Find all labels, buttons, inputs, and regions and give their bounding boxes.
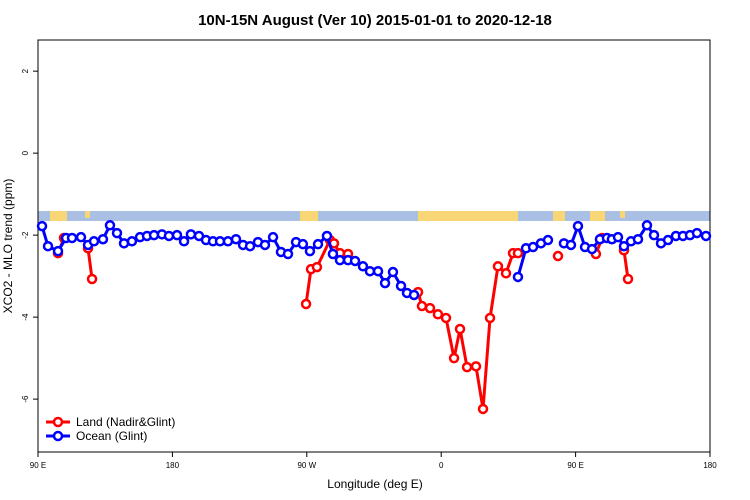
y-axis-label: XCO2 - MLO trend (ppm) [1, 179, 15, 314]
point [618, 240, 630, 252]
point [372, 265, 384, 277]
legend-marker [52, 430, 64, 442]
point [470, 361, 482, 372]
x-axis-label: Longitude (deg E) [327, 477, 422, 491]
point [282, 248, 294, 260]
point [178, 236, 190, 247]
point [641, 220, 653, 231]
point [185, 229, 197, 240]
point [586, 243, 598, 255]
point [700, 230, 712, 242]
x-tick-label: 90 E [567, 461, 583, 470]
point [36, 220, 48, 232]
point [357, 261, 369, 272]
y-tick-label: -6 [21, 395, 30, 403]
point [612, 231, 624, 243]
point [432, 309, 444, 320]
point [477, 403, 489, 415]
point [312, 238, 324, 250]
point [492, 261, 504, 272]
point [527, 241, 539, 253]
point [42, 240, 54, 252]
point [691, 227, 703, 239]
y-tick-label: 2 [21, 68, 30, 73]
point [321, 230, 333, 242]
point [349, 255, 361, 267]
point [565, 239, 577, 251]
x-tick-label: 180 [166, 461, 180, 470]
point [448, 352, 460, 364]
point [300, 298, 312, 310]
point [552, 250, 564, 262]
y-tick-label: -4 [21, 313, 30, 321]
point [416, 300, 428, 312]
point [364, 265, 376, 277]
point [66, 232, 78, 244]
point [86, 273, 98, 285]
point [542, 234, 554, 246]
point [387, 266, 399, 278]
plot-frame [37, 39, 711, 453]
point [297, 238, 309, 250]
point [512, 271, 524, 283]
point [632, 233, 644, 245]
point [454, 323, 466, 335]
point [572, 220, 584, 232]
point [648, 229, 660, 241]
point [334, 254, 346, 266]
point [395, 280, 407, 292]
point [111, 227, 123, 239]
point [440, 312, 452, 324]
x-tick-label: 90 E [30, 461, 46, 470]
x-tick-label: 90 W [297, 461, 316, 470]
y-tick-label: -2 [21, 231, 30, 239]
y-tick-label: 0 [21, 150, 30, 155]
legend-label: Land (Nadir&Glint) [76, 415, 175, 429]
legend-marker [52, 416, 64, 428]
point [500, 268, 512, 279]
point [75, 231, 87, 243]
point [622, 273, 634, 285]
point [244, 240, 256, 252]
point [461, 361, 473, 373]
point [408, 289, 420, 301]
point [662, 234, 674, 246]
point [379, 277, 391, 289]
point [424, 302, 436, 314]
chart-title: 10N-15N August (Ver 10) 2015-01-01 to 20… [198, 12, 552, 29]
legend-label: Ocean (Glint) [76, 429, 147, 443]
point [222, 236, 234, 247]
point [304, 245, 316, 257]
point [52, 245, 64, 257]
point [104, 220, 116, 231]
x-tick-label: 0 [439, 461, 444, 470]
point [259, 239, 271, 251]
point [267, 231, 279, 243]
point [88, 236, 100, 247]
x-tick-label: 180 [703, 461, 717, 470]
point [171, 229, 183, 241]
map-strip [38, 211, 710, 221]
point [230, 233, 242, 245]
point [327, 248, 339, 260]
point [512, 247, 524, 259]
point [163, 230, 175, 242]
point [311, 261, 323, 273]
point [97, 233, 109, 245]
point [126, 236, 138, 247]
point [484, 312, 496, 324]
